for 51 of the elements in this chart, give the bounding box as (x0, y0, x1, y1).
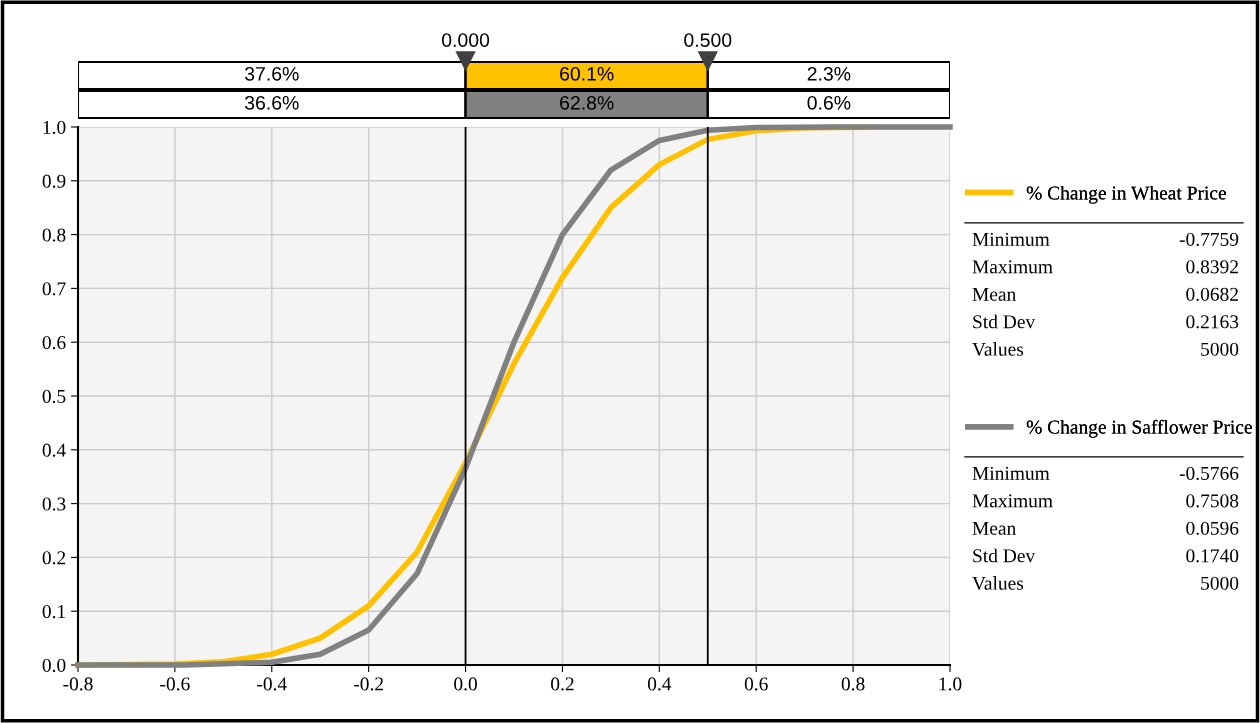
legend-label: % Change in Safflower Price (1026, 419, 1252, 438)
x-tick-label: 0.2 (551, 677, 574, 691)
y-tick-label: 0.9 (42, 174, 66, 188)
text: 0.1740 (1186, 549, 1239, 563)
text: 0.2163 (1186, 315, 1239, 329)
text: Std Dev (973, 548, 1036, 563)
text: Maximum (972, 494, 1053, 508)
y-tick-label: 0.7 (42, 282, 66, 296)
x-tick-label: 0.4 (647, 677, 672, 691)
text: 60.1% (560, 66, 614, 81)
text: Values (972, 342, 1024, 356)
text: 37.6% (244, 66, 299, 81)
text: 0.0682 (1186, 287, 1238, 301)
ref-line-label: 0.500 (684, 33, 732, 48)
x-tick-label: 1.0 (939, 677, 962, 691)
y-tick-label: 0.0 (42, 658, 66, 673)
text: 0.7508 (1186, 494, 1239, 508)
text: Minimum (972, 232, 1050, 246)
text: Std Dev (973, 314, 1036, 329)
text: 62.8% (560, 95, 614, 110)
text: -0.7759 (1179, 232, 1239, 246)
y-tick-label: 0.6 (42, 336, 66, 350)
y-tick-label: 0.1 (42, 605, 66, 619)
text: Maximum (972, 260, 1053, 274)
x-tick-label: 0.6 (744, 677, 768, 691)
text: Mean (972, 287, 1016, 301)
legend-label: % Change in Wheat Price (1026, 185, 1226, 204)
text: Values (972, 576, 1024, 590)
x-tick-label: -0.4 (257, 677, 287, 691)
text: 36.6% (244, 95, 299, 110)
ref-line-label: 0.000 (441, 33, 490, 48)
text: 5000 (1201, 576, 1239, 590)
y-tick-label: 1.0 (43, 120, 66, 135)
x-tick-label: 0.8 (841, 677, 865, 691)
y-tick-label: 0.3 (42, 497, 66, 511)
text: Mean (972, 521, 1016, 535)
y-tick-label: 0.5 (42, 389, 66, 404)
text: 0.6% (807, 95, 851, 110)
y-tick-label: 0.4 (42, 443, 66, 457)
text: 0.0596 (1186, 521, 1239, 535)
text: 0.8392 (1186, 260, 1238, 274)
text: 2.3% (807, 66, 851, 81)
x-tick-label: -0.6 (160, 677, 190, 691)
text: -0.5766 (1179, 466, 1239, 480)
x-tick-label: -0.2 (354, 677, 383, 691)
text: 5000 (1201, 342, 1239, 356)
y-tick-label: 0.8 (42, 228, 66, 242)
y-tick-label: 0.2 (42, 551, 66, 565)
x-tick-label: 0.0 (454, 677, 477, 691)
x-tick-label: -0.8 (63, 677, 93, 691)
text: Minimum (972, 466, 1050, 480)
